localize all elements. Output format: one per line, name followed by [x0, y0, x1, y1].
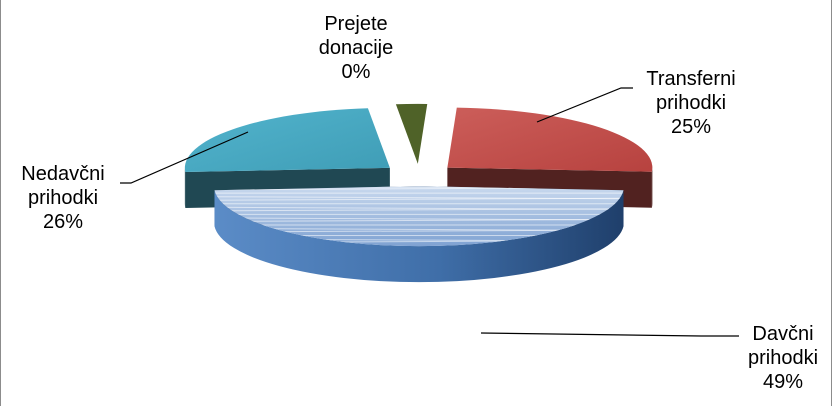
leader-line	[480, 332, 739, 337]
data-label-category: Davčni	[752, 323, 813, 345]
leader-line	[536, 87, 633, 123]
data-label-percent: 0%	[342, 61, 371, 83]
leader-lines-layer	[120, 87, 739, 337]
labels-layer: Davčniprihodki49%Nedavčniprihodki26%Prej…	[21, 13, 818, 393]
data-label-category: Nedavčni	[21, 163, 104, 185]
data-label-category: donacije	[319, 37, 394, 59]
data-label-category: Prejete	[324, 13, 387, 35]
data-label-percent: 49%	[763, 371, 803, 393]
data-label-percent: 25%	[671, 116, 711, 138]
pie-slice-top	[447, 107, 653, 172]
pie-slice	[395, 103, 428, 164]
slices-layer	[184, 103, 653, 283]
leader-line	[120, 131, 249, 184]
pie-slice-top	[184, 108, 390, 172]
data-label-percent: 26%	[43, 211, 83, 233]
data-label-category: prihodki	[748, 347, 818, 369]
pie-slice-side	[214, 190, 624, 283]
pie-slice	[214, 186, 624, 283]
pie-slice-top	[395, 103, 428, 164]
data-label-category: prihodki	[28, 187, 98, 209]
data-label-category: prihodki	[656, 92, 726, 114]
data-label-category: Transferni	[646, 68, 735, 90]
